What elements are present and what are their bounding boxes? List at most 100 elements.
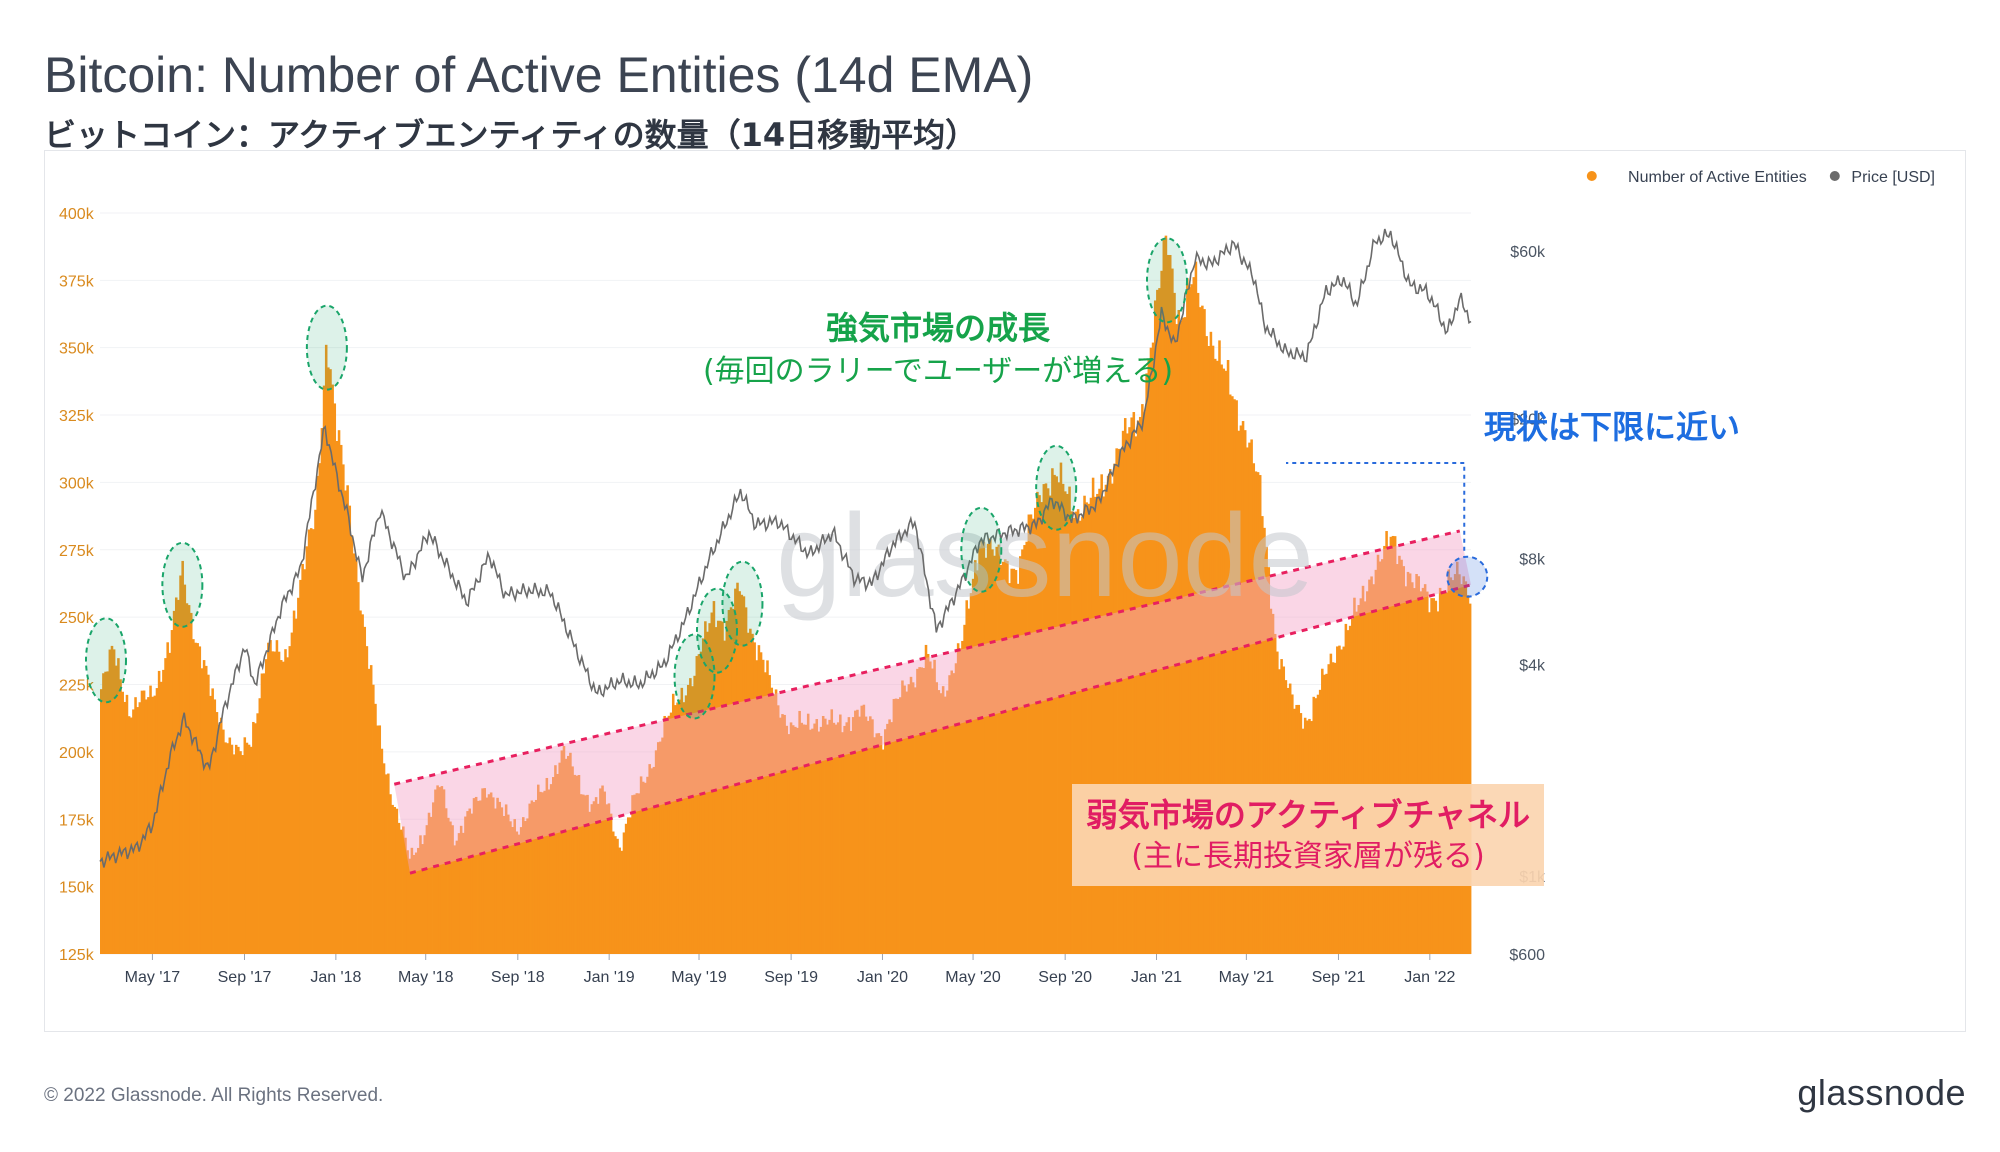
entities-bar	[1074, 511, 1078, 954]
footer-logo: glassnode	[1797, 1072, 1966, 1113]
entities-bar	[1366, 591, 1369, 954]
entities-bar	[665, 717, 669, 954]
entities-bar	[937, 690, 941, 954]
entities-bar	[903, 685, 906, 954]
entities-bar	[1010, 568, 1013, 954]
entities-bar	[1096, 493, 1099, 954]
entities-bar	[348, 505, 352, 954]
entities-bar	[1134, 436, 1138, 954]
entities-bar	[1145, 373, 1148, 954]
entities-bar	[258, 698, 262, 954]
entities-bar	[1393, 536, 1397, 954]
entities-bar	[104, 671, 107, 954]
entities-bar	[1198, 307, 1202, 954]
entities-bar	[1038, 495, 1041, 954]
entities-bar	[609, 813, 613, 954]
entities-bar	[1093, 496, 1097, 954]
entities-bar	[956, 643, 960, 954]
entities-bar	[1168, 255, 1172, 954]
entities-bar	[603, 791, 606, 954]
entities-bar	[219, 717, 223, 954]
entities-bar	[1128, 427, 1131, 954]
entities-bar	[894, 698, 898, 954]
entities-bar	[1233, 399, 1236, 954]
entities-bar	[149, 685, 152, 954]
entities-bar	[1453, 574, 1457, 954]
entities-bar	[577, 774, 581, 954]
entities-bar	[579, 794, 583, 954]
entities-bar	[1246, 447, 1249, 954]
entities-bar	[329, 369, 332, 954]
chart-panel: 125k 150k 175k 200k 225k 250k 275k 300k 325k 350k…	[44, 150, 1966, 1032]
entities-bar	[588, 811, 591, 954]
entities-bar	[144, 699, 148, 954]
peak-highlight-ellipse	[721, 560, 764, 647]
entities-bar	[1100, 474, 1103, 954]
entities-bar	[922, 667, 926, 954]
entities-bar	[494, 808, 497, 954]
entities-bar	[1188, 287, 1191, 954]
entities-bar	[1143, 412, 1146, 954]
entities-bar	[1411, 582, 1414, 954]
entities-bar	[1194, 261, 1198, 954]
entities-bar	[417, 847, 420, 954]
entities-bar	[905, 691, 909, 954]
entities-bar	[826, 724, 829, 954]
entities-bar	[584, 795, 587, 954]
entities-bar	[502, 815, 506, 954]
entities-bar	[656, 742, 660, 954]
entities-bar	[374, 703, 377, 954]
entities-bar	[819, 726, 823, 954]
entities-bar	[1376, 554, 1380, 954]
entities-bar	[1443, 591, 1446, 954]
entities-bar	[961, 640, 964, 954]
entities-bar	[273, 651, 277, 954]
y-tick-left-label: 350k	[59, 341, 95, 358]
entities-bar	[487, 794, 491, 954]
entities-bar	[489, 792, 493, 954]
entities-bar	[856, 709, 859, 954]
legend-label: Number of Active Entities	[1628, 169, 1807, 186]
entities-bar	[959, 648, 962, 954]
entities-bar	[689, 678, 692, 954]
entities-bar	[314, 509, 317, 954]
entities-bar	[1458, 574, 1461, 954]
entities-bar	[794, 726, 797, 954]
entities-bar	[1025, 541, 1028, 954]
entities-bar	[740, 594, 744, 954]
entities-bar	[282, 661, 285, 954]
entities-bar	[316, 475, 319, 954]
entities-bar	[849, 730, 853, 954]
entities-bar	[1415, 573, 1418, 954]
entities-bar	[1423, 584, 1427, 954]
entities-bar	[770, 687, 774, 954]
entities-bar	[275, 640, 279, 954]
entities-bar	[1108, 468, 1112, 954]
entities-bar	[772, 694, 776, 954]
entities-bar	[1254, 471, 1258, 954]
channel-fill	[394, 530, 1471, 874]
entities-bar	[924, 644, 928, 954]
x-tick-label: Sep '20	[1038, 969, 1092, 986]
entities-bar	[260, 673, 264, 954]
entities-bar	[1408, 573, 1412, 954]
entities-bar	[1363, 601, 1367, 954]
entities-bar	[243, 737, 247, 954]
entities-bar	[1460, 584, 1463, 954]
entities-bar	[560, 750, 564, 954]
entities-bar	[297, 597, 300, 954]
entities-bar	[939, 693, 943, 954]
entities-bar	[309, 528, 313, 954]
entities-bar	[142, 690, 146, 954]
entities-bar	[500, 807, 504, 954]
price-series-line	[99, 228, 1472, 868]
entities-bar	[781, 714, 784, 954]
entities-bar	[485, 797, 489, 954]
peak-highlight-ellipse	[673, 633, 716, 720]
entities-bar	[468, 808, 471, 954]
entities-bar	[1252, 463, 1256, 954]
entities-bar	[1175, 324, 1178, 954]
entities-bar	[637, 793, 641, 954]
entities-bar	[749, 628, 752, 954]
entities-bar	[601, 785, 604, 954]
